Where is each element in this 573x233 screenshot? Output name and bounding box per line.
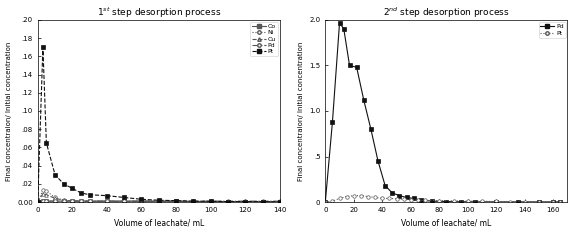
Y-axis label: Final concentraion/ Initial concentration: Final concentraion/ Initial concentratio… [297,41,304,181]
Legend: Co, Ni, Cu, Pd, Pt: Co, Ni, Cu, Pd, Pt [250,22,278,56]
Title: 1$^{st}$ step desorption process: 1$^{st}$ step desorption process [97,6,221,20]
Legend: Pd, Pt: Pd, Pt [539,22,566,38]
X-axis label: Volume of leachate/ mL: Volume of leachate/ mL [401,219,492,227]
Y-axis label: Final concentraion/ Initial concentration: Final concentraion/ Initial concentratio… [6,41,11,181]
Title: 2$^{nd}$ step desorption process: 2$^{nd}$ step desorption process [383,6,509,20]
X-axis label: Volume of leachate/ mL: Volume of leachate/ mL [113,219,204,227]
